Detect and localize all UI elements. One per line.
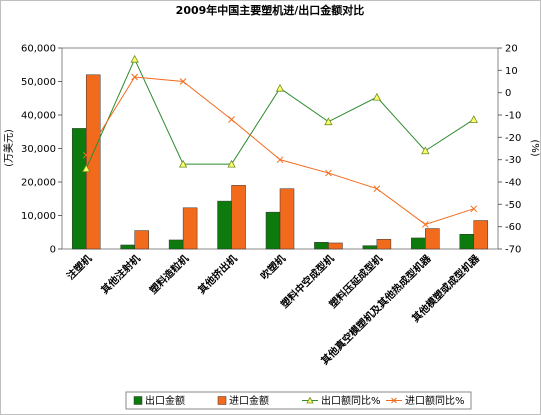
import-yoy-marker	[82, 151, 90, 159]
export-bar	[314, 242, 329, 250]
export-bar	[120, 244, 135, 250]
export-bar	[411, 237, 426, 250]
y2-tick-label: -30	[505, 155, 521, 166]
export-bar	[71, 128, 87, 250]
export-bar	[168, 239, 184, 250]
category-label: 塑料造粒机	[147, 252, 192, 297]
legend-label: 出口额同比%	[321, 394, 381, 407]
import-bar	[328, 242, 343, 250]
export-bar	[459, 234, 475, 250]
export-bar	[362, 245, 378, 250]
export-yoy-marker	[324, 117, 333, 126]
import-bar	[425, 228, 440, 250]
export-yoy-marker	[130, 54, 139, 63]
category-labels: 注塑机 其他注射机 塑料造粒机 其他挤出机 吹塑机塑料中空成型机塑料压延成型机其他真空模…	[64, 251, 483, 367]
y-tick-label: 20,000	[21, 178, 56, 189]
y-tick-label: 0	[50, 245, 56, 256]
export-yoy-marker	[275, 83, 285, 92]
legend: 出口金额 进口金额 出口额同比% 进口额同比%	[125, 391, 472, 410]
y-axis-label: (万美元)	[2, 129, 15, 167]
category-label: 吹塑机	[258, 252, 288, 282]
y2-tick-label: -50	[505, 200, 521, 211]
y2-tick-label: 10	[505, 66, 518, 77]
import-bar	[279, 188, 295, 250]
export-yoy-marker	[372, 92, 382, 101]
category-label: 其他注射机	[98, 252, 143, 297]
import-bar	[231, 185, 246, 250]
export-yoy-marker	[178, 159, 188, 168]
y2-tick-label: -70	[505, 245, 521, 256]
legend-label: 进口金额	[229, 394, 269, 407]
y-tick-label: 60,000	[21, 44, 56, 55]
category-label: 其他挤出机	[195, 252, 240, 297]
y-tick-label: 30,000	[21, 144, 56, 155]
export-bar	[265, 211, 281, 250]
category-label: 注塑机	[64, 252, 94, 282]
y-axis-ticks: 0 10,000 20,000 30,000 40,000 50,000 60,000	[21, 44, 62, 256]
import-yoy-marker	[421, 221, 429, 228]
y2-axis-ticks: -70 -60 -50 -40 -30 -20 -10 0 10 20	[498, 44, 521, 256]
bars	[71, 74, 489, 250]
import-yoy-marker	[276, 156, 284, 164]
y-tick-label: 10,000	[21, 211, 56, 222]
import-bar	[473, 220, 489, 250]
y2-tick-label: -10	[505, 111, 521, 122]
export-bar	[217, 200, 232, 250]
import-bar	[85, 74, 101, 250]
y2-tick-label: -60	[505, 222, 521, 233]
legend-swatch	[133, 396, 143, 405]
import-yoy-marker	[228, 116, 235, 123]
import-bar	[134, 230, 149, 250]
legend-marker	[391, 397, 397, 404]
import-yoy-marker	[325, 169, 332, 177]
legend-marker	[306, 396, 314, 404]
legend-swatch	[217, 396, 227, 405]
import-bar	[182, 207, 198, 250]
y2-tick-label: 0	[505, 88, 511, 99]
export-yoy-marker	[227, 159, 236, 168]
export-yoy-marker	[82, 164, 91, 173]
y-tick-label: 50,000	[21, 77, 56, 88]
import-yoy-marker	[179, 78, 187, 85]
import-yoy-marker	[373, 185, 381, 193]
lines	[82, 54, 478, 228]
legend-box	[125, 391, 472, 410]
chart-title: 2009年中国主要塑机进/出口金额对比	[176, 3, 365, 17]
y-tick-label: 40,000	[21, 111, 56, 122]
export-yoy-marker	[469, 115, 478, 123]
y2-axis-label: (%)	[529, 139, 540, 156]
import-yoy-marker	[470, 205, 478, 213]
y2-tick-label: 20	[505, 44, 518, 55]
y2-tick-label: -20	[505, 133, 521, 144]
y2-tick-label: -40	[505, 178, 521, 189]
legend-label: 进口额同比%	[405, 394, 465, 407]
export-yoy-marker	[421, 146, 430, 155]
import-yoy-marker	[131, 73, 139, 81]
legend-label: 出口金额	[145, 394, 185, 407]
import-bar	[376, 239, 392, 250]
